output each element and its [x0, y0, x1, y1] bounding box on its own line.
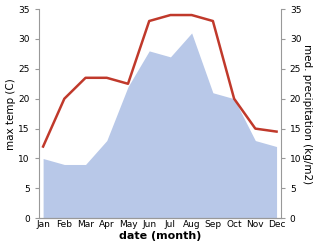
Y-axis label: max temp (C): max temp (C) — [5, 78, 16, 149]
Y-axis label: med. precipitation (kg/m2): med. precipitation (kg/m2) — [302, 44, 313, 184]
X-axis label: date (month): date (month) — [119, 231, 201, 242]
